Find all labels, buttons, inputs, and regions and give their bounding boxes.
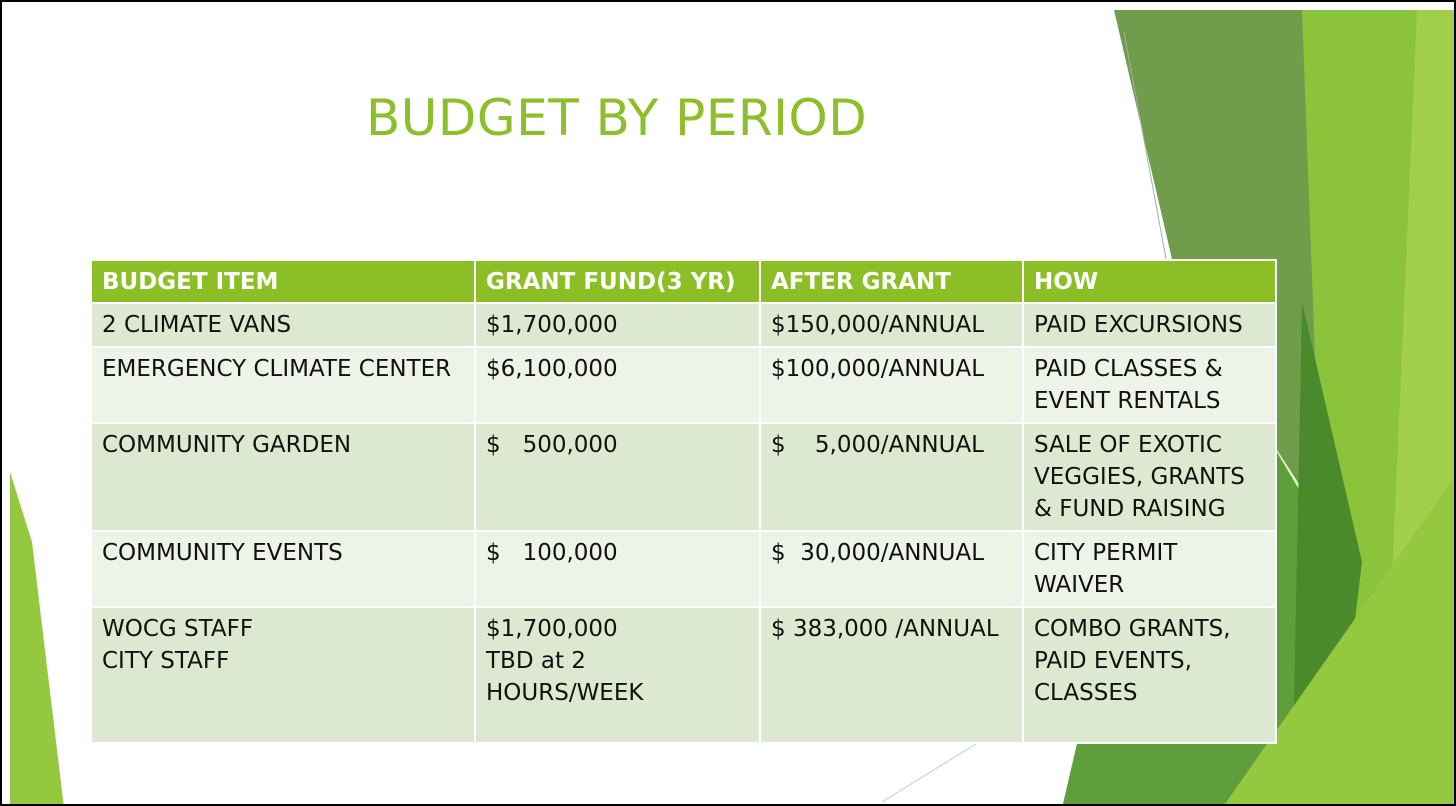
cell-after-grant: $ 5,000/ANNUAL [759,422,1024,532]
bg-thin-line [1123,31,1168,265]
table-row: COMMUNITY EVENTS $ 100,000 $ 30,000/ANNU… [90,530,1277,608]
cell-line: EMERGENCY CLIMATE CENTER [102,356,452,382]
cell-after-grant: $100,000/ANNUAL [759,346,1024,424]
header-after-grant: AFTER GRANT [759,259,1024,304]
header-how: HOW [1022,259,1277,304]
header-grant-fund: GRANT FUND(3 YR) [474,259,761,304]
cell-how: SALE OF EXOTIC VEGGIES, GRANTS & FUND RA… [1022,422,1277,532]
cell-line: $1,700,000 [486,312,618,338]
bg-shape-left-strip [10,472,64,804]
cell-how: COMBO GRANTS, PAID EVENTS, CLASSES [1022,606,1277,744]
cell-line: COMMUNITY GARDEN [102,432,352,458]
cell-line: $6,100,000 [486,356,618,382]
cell-line: PAID EVENTS, [1034,648,1192,674]
cell-line: WAIVER [1034,572,1125,598]
cell-line: TBD at 2 [486,648,586,674]
cell-line: & FUND RAISING [1034,496,1226,522]
cell-line: $ 500,000 [486,432,618,458]
cell-line: $ 383,000 /ANNUAL [771,616,999,642]
cell-grant-fund: $1,700,000 [474,302,761,348]
cell-budget-item: WOCG STAFF CITY STAFF [90,606,476,744]
cell-line: PAID CLASSES & [1034,356,1223,382]
cell-budget-item: 2 CLIMATE VANS [90,302,476,348]
cell-line: CITY STAFF [102,648,230,674]
cell-line: $ 5,000/ANNUAL [771,432,984,458]
cell-line: $1,700,000 [486,616,618,642]
cell-line: VEGGIES, GRANTS [1034,464,1245,490]
cell-after-grant: $ 383,000 /ANNUAL [759,606,1024,744]
table-header-row: BUDGET ITEM GRANT FUND(3 YR) AFTER GRANT… [90,259,1277,304]
cell-how: PAID CLASSES & EVENT RENTALS [1022,346,1277,424]
table-row: WOCG STAFF CITY STAFF $1,700,000 TBD at … [90,606,1277,744]
cell-grant-fund: $ 500,000 [474,422,761,532]
table-row: EMERGENCY CLIMATE CENTER $6,100,000 $100… [90,346,1277,424]
slide-title: BUDGET BY PERIOD [366,89,868,147]
cell-budget-item: COMMUNITY GARDEN [90,422,476,532]
header-budget-item: BUDGET ITEM [90,259,476,304]
cell-budget-item: COMMUNITY EVENTS [90,530,476,608]
cell-line: WOCG STAFF [102,616,254,642]
cell-how: CITY PERMIT WAIVER [1022,530,1277,608]
cell-line: COMBO GRANTS, [1034,616,1231,642]
table-row: 2 CLIMATE VANS $1,700,000 $150,000/ANNUA… [90,302,1277,348]
cell-line: SALE OF EXOTIC [1034,432,1222,458]
cell-grant-fund: $ 100,000 [474,530,761,608]
cell-budget-item: EMERGENCY CLIMATE CENTER [90,346,476,424]
cell-line: EVENT RENTALS [1034,388,1221,414]
bg-thin-line-2 [881,736,988,803]
cell-after-grant: $150,000/ANNUAL [759,302,1024,348]
cell-line: CLASSES [1034,680,1138,706]
cell-line: CITY PERMIT [1034,540,1178,566]
cell-line: $100,000/ANNUAL [771,356,985,382]
cell-line: COMMUNITY EVENTS [102,540,343,566]
budget-table: BUDGET ITEM GRANT FUND(3 YR) AFTER GRANT… [90,259,1277,744]
bg-shape-bottom-lime [1224,477,1454,804]
cell-line: HOURS/WEEK [486,680,644,706]
table-row: COMMUNITY GARDEN $ 500,000 $ 5,000/ANNUA… [90,422,1277,532]
cell-line: $ 100,000 [486,540,618,566]
cell-line: $ 30,000/ANNUAL [771,540,985,566]
cell-line: 2 CLIMATE VANS [102,312,292,338]
cell-line: PAID EXCURSIONS [1034,312,1243,338]
cell-grant-fund: $1,700,000 TBD at 2 HOURS/WEEK [474,606,761,744]
cell-after-grant: $ 30,000/ANNUAL [759,530,1024,608]
cell-how: PAID EXCURSIONS [1022,302,1277,348]
cell-grant-fund: $6,100,000 [474,346,761,424]
cell-line: $150,000/ANNUAL [771,312,985,338]
